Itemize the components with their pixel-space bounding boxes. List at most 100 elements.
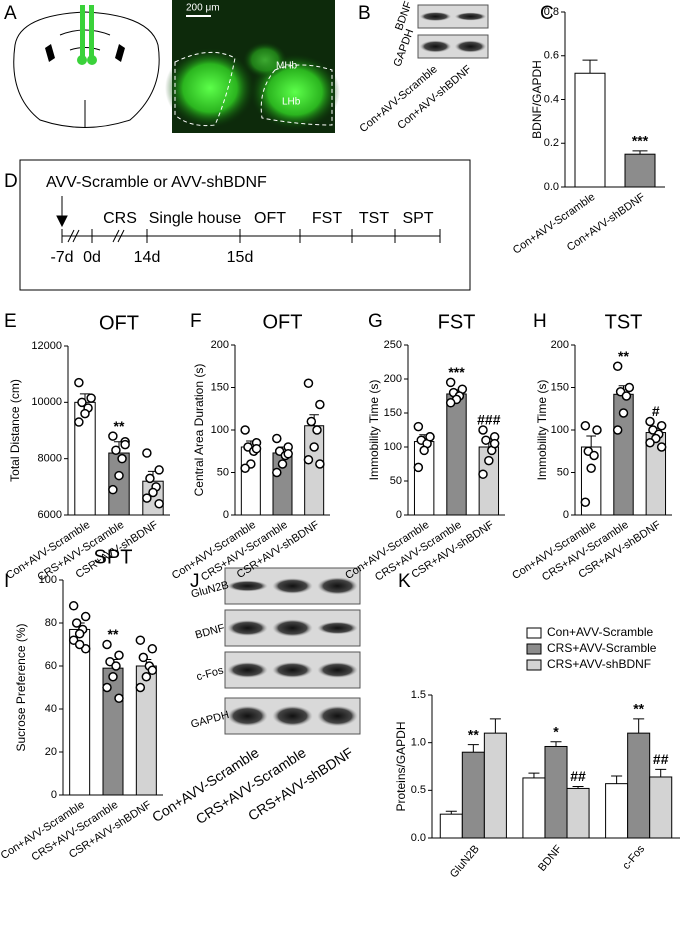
data-point	[111, 661, 121, 671]
y-tick-label: 150	[384, 407, 402, 419]
data-point	[68, 601, 79, 611]
error-bar	[582, 59, 598, 74]
data-point	[147, 665, 158, 676]
y-tick-label: 0.4	[544, 93, 559, 105]
data-point	[86, 393, 96, 403]
panel-label: F	[190, 311, 202, 332]
data-point	[154, 465, 164, 475]
data-point	[272, 467, 282, 478]
scale-bar-label: 200 μm	[186, 3, 220, 14]
bar	[566, 787, 590, 839]
chart-title: OFT	[263, 311, 303, 333]
phase-label: OFT	[254, 210, 286, 227]
error-bar	[528, 772, 540, 778]
data-point	[481, 435, 491, 445]
blot-band	[227, 662, 268, 678]
data-point	[303, 455, 314, 465]
error-bar	[586, 435, 597, 447]
blot-row-label: GAPDH	[392, 27, 417, 68]
data-point	[147, 644, 158, 654]
chart-title: FST	[438, 311, 476, 333]
panel-label: A	[4, 3, 17, 24]
blot-band	[227, 580, 268, 592]
significance: ***	[632, 133, 649, 149]
fluorescence-image	[165, 0, 340, 133]
significance: ##	[570, 768, 586, 784]
data-point	[120, 439, 130, 450]
bar	[522, 777, 546, 839]
error-bar	[632, 150, 648, 155]
panel-label: J	[190, 571, 200, 592]
y-axis-label: Total Distance (cm)	[8, 379, 22, 482]
data-point	[445, 377, 456, 388]
blot-strip	[417, 4, 489, 29]
data-point	[309, 442, 319, 452]
timeline-box	[19, 159, 471, 291]
data-point	[80, 611, 91, 622]
significance: **	[618, 348, 629, 364]
significance: ***	[448, 364, 465, 380]
error-bar	[445, 810, 457, 815]
data-point	[580, 421, 591, 431]
data-point	[618, 408, 629, 418]
data-point	[74, 639, 85, 650]
significance: **	[468, 726, 479, 742]
error-bar	[467, 744, 479, 753]
blot-band	[317, 705, 358, 727]
data-point	[478, 425, 488, 435]
blot-band	[419, 11, 452, 22]
bar	[69, 628, 91, 796]
panel-label: B	[358, 3, 371, 24]
day-label: -7d	[50, 249, 73, 266]
data-point	[135, 635, 146, 645]
blot-band	[317, 621, 358, 635]
data-point	[484, 455, 494, 466]
data-point	[142, 448, 152, 458]
y-axis-label: Immobility Time (s)	[535, 380, 549, 481]
y-tick-label: 1.5	[411, 689, 426, 701]
panel-label: C	[540, 3, 554, 24]
data-point	[74, 629, 85, 639]
error-bar	[489, 718, 501, 734]
y-tick-label: 0.8	[544, 6, 559, 18]
data-point	[445, 398, 456, 408]
y-tick-label: 50	[217, 466, 229, 478]
y-tick-label: 60	[45, 660, 57, 672]
y-tick-label: 10000	[31, 396, 62, 408]
data-point	[74, 417, 84, 427]
data-point	[645, 438, 655, 448]
y-tick-label: 0.0	[411, 832, 426, 844]
y-tick-label: 12000	[31, 340, 62, 352]
significance: #	[652, 403, 660, 419]
data-point	[102, 639, 112, 650]
x-tick-label: Con+AVV-Scramble	[511, 191, 598, 257]
blot-band	[454, 40, 487, 53]
data-point	[108, 431, 118, 441]
data-point	[592, 425, 602, 435]
data-point	[108, 672, 118, 682]
blot-band	[272, 705, 313, 727]
data-point	[419, 445, 429, 456]
data-point	[306, 416, 317, 427]
blot-row-label: BDNF	[393, 0, 415, 32]
x-tick-label: c-Fos	[620, 843, 647, 872]
y-tick-label: 50	[390, 475, 402, 487]
data-point	[74, 377, 84, 388]
phase-label: CRS	[103, 210, 137, 227]
y-tick-label: 0.6	[544, 50, 559, 62]
data-point	[145, 473, 155, 484]
y-tick-label: 1.0	[411, 737, 426, 749]
legend-swatch	[526, 643, 542, 655]
y-tick-label: 8000	[38, 453, 62, 465]
significance: **	[633, 701, 644, 717]
phase-label: TST	[359, 210, 389, 227]
panel-label: K	[398, 571, 411, 592]
legend-swatch	[526, 627, 542, 639]
panel-label: H	[533, 311, 547, 332]
legend-swatch	[526, 659, 542, 671]
blot-band	[227, 620, 268, 636]
bar	[627, 732, 651, 839]
panel-label: I	[4, 571, 9, 592]
data-point	[272, 433, 282, 444]
